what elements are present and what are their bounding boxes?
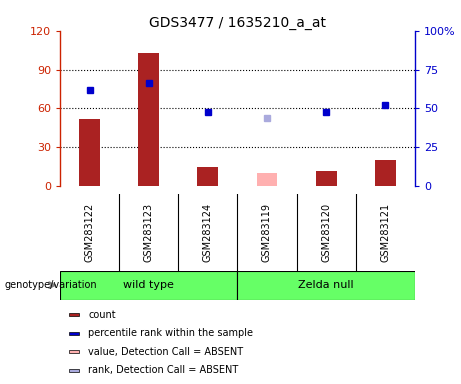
Text: percentile rank within the sample: percentile rank within the sample [88,328,253,338]
Text: count: count [88,310,116,320]
Bar [316,171,337,186]
Text: GSM283119: GSM283119 [262,203,272,262]
Bar [69,313,79,316]
Text: GSM283121: GSM283121 [380,203,390,262]
Text: GSM283122: GSM283122 [84,203,95,262]
Text: Zelda null: Zelda null [298,280,354,290]
Bar [197,167,218,186]
Bar [69,369,79,372]
Text: wild type: wild type [123,280,174,290]
Bar [138,53,159,186]
Bar [375,161,396,186]
Text: GSM283120: GSM283120 [321,203,331,262]
Bar [69,351,79,353]
Text: value, Detection Call = ABSENT: value, Detection Call = ABSENT [88,347,243,357]
Title: GDS3477 / 1635210_a_at: GDS3477 / 1635210_a_at [149,16,326,30]
Bar [79,119,100,186]
Bar [237,271,415,300]
Text: GSM283124: GSM283124 [203,203,213,262]
Bar [69,332,79,335]
Text: GSM283123: GSM283123 [144,203,154,262]
Text: rank, Detection Call = ABSENT: rank, Detection Call = ABSENT [88,366,238,376]
Bar [257,173,278,186]
Bar [60,271,237,300]
Text: genotype/variation: genotype/variation [5,280,97,290]
